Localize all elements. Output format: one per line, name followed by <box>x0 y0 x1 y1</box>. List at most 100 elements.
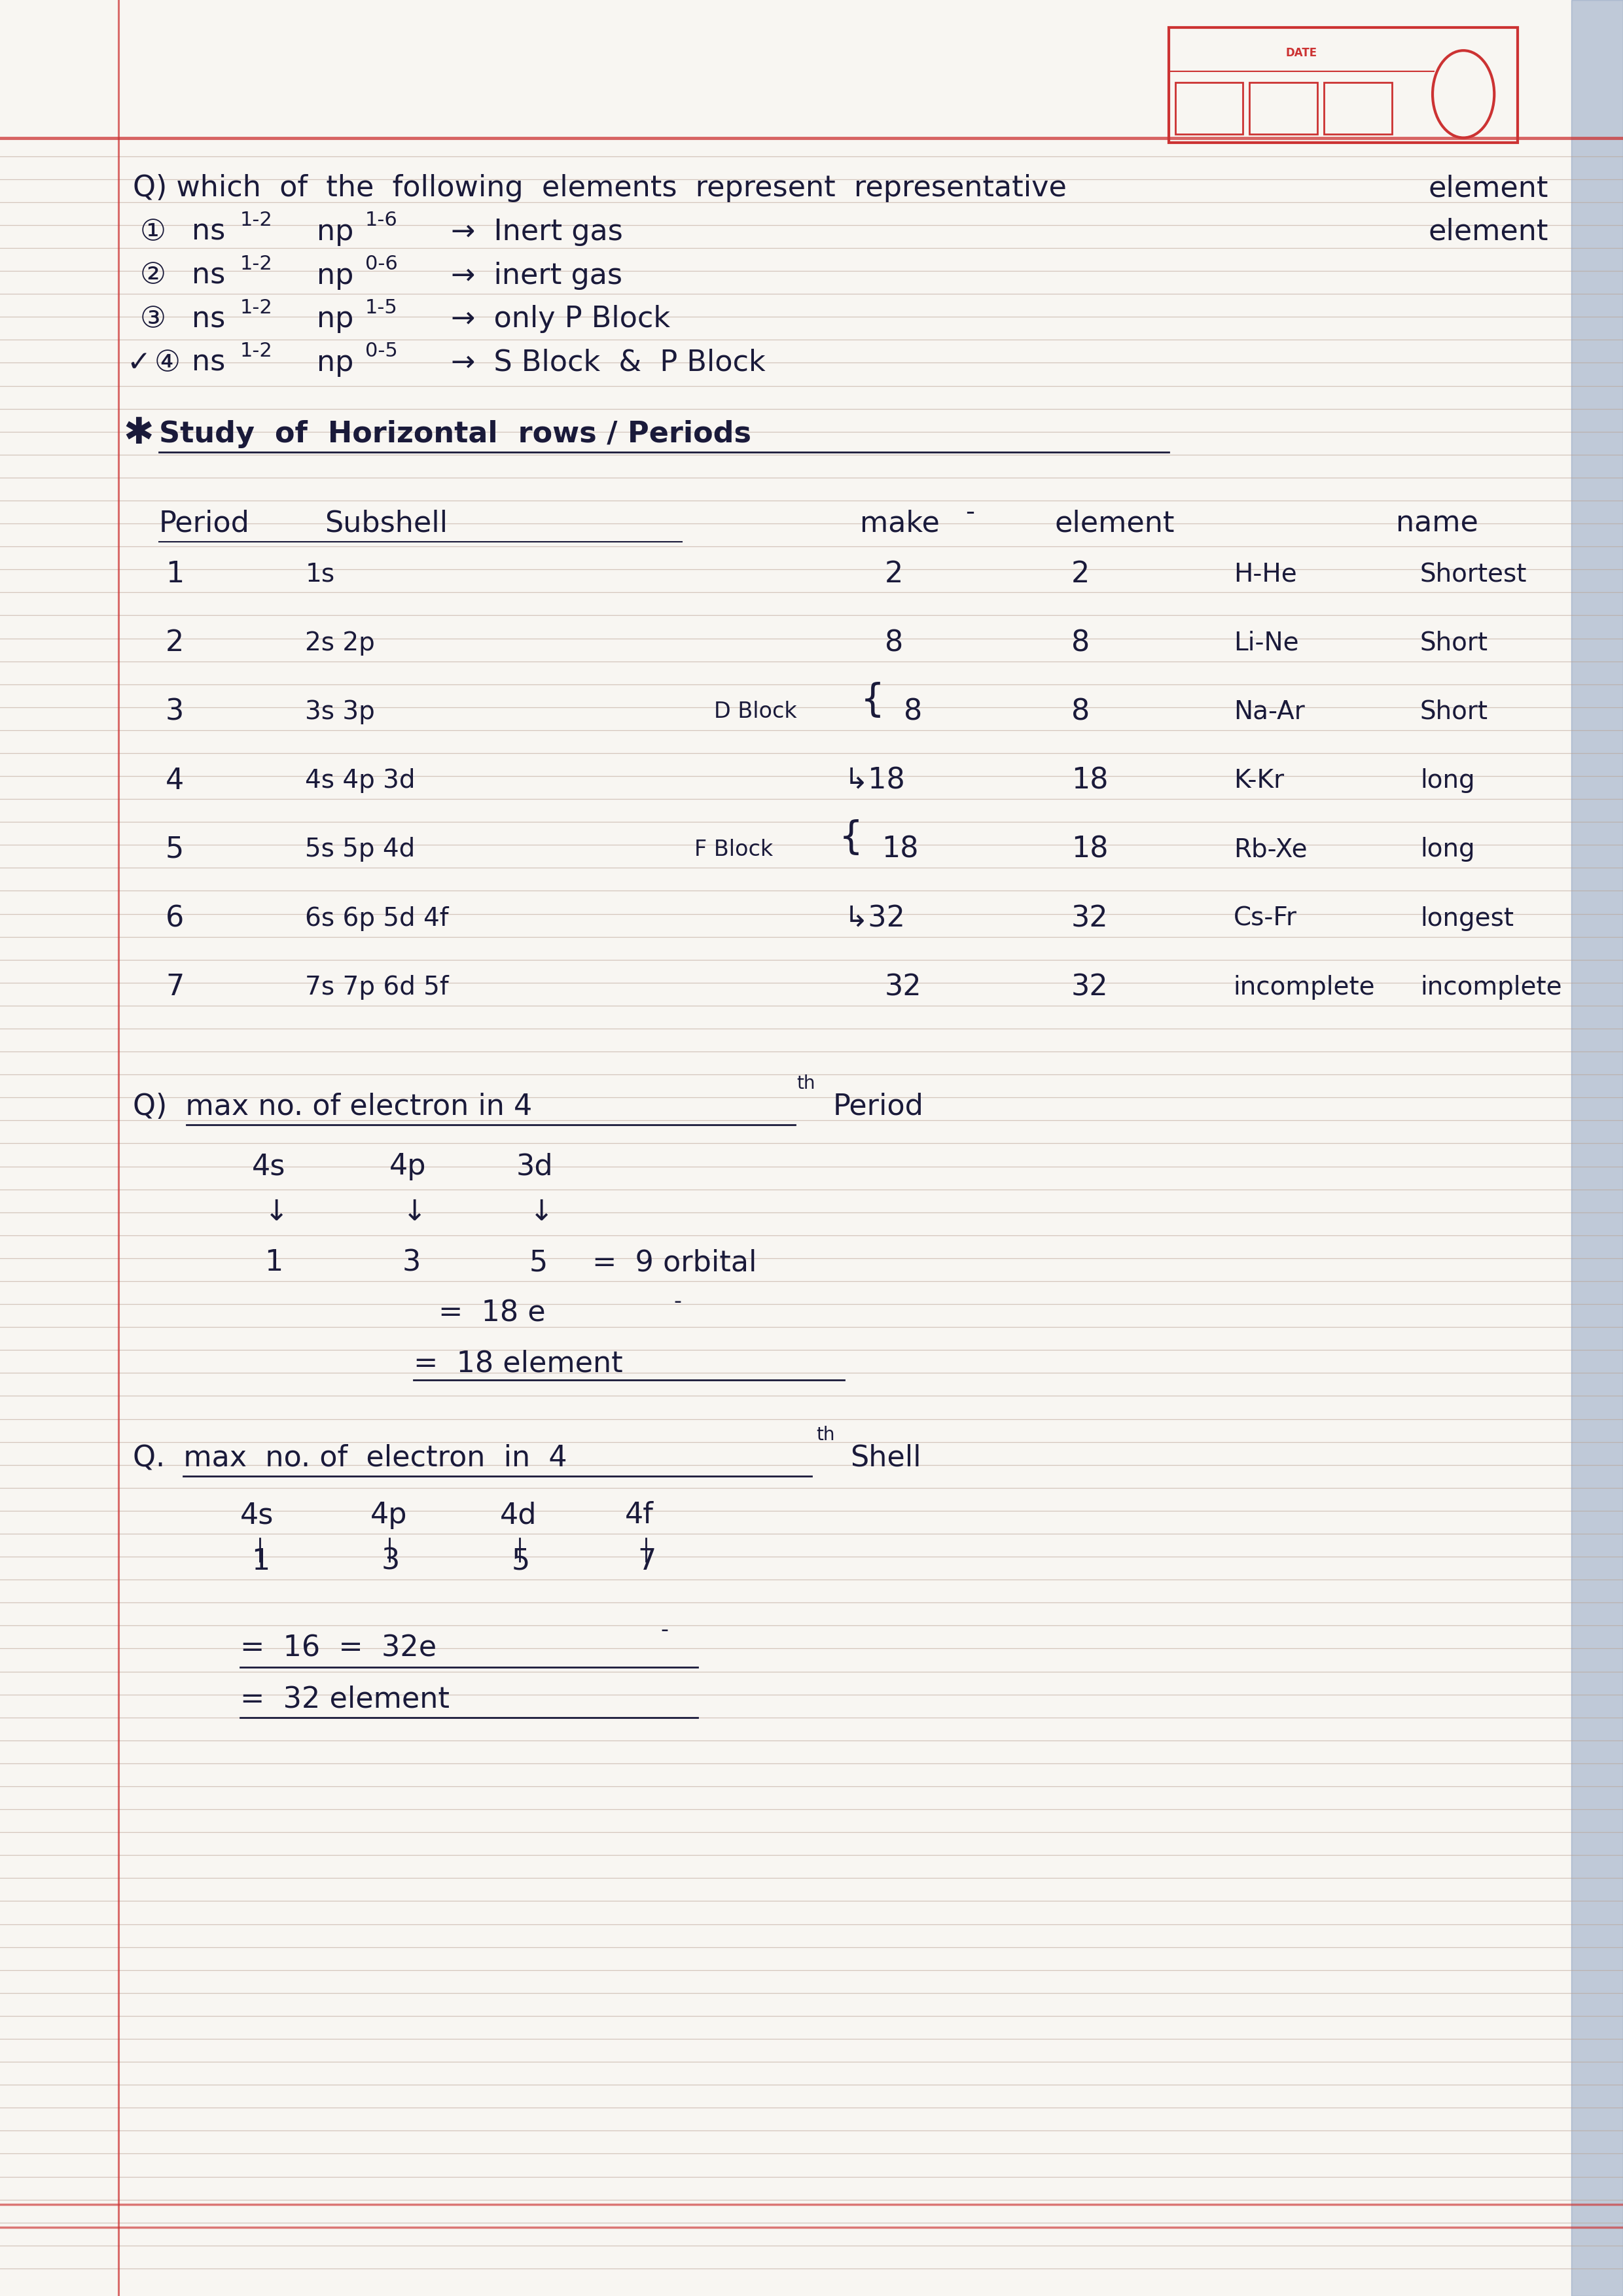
Text: 3: 3 <box>403 1249 420 1277</box>
Text: Shell: Shell <box>850 1444 922 1472</box>
Text: →  S Block  &  P Block: → S Block & P Block <box>451 349 766 377</box>
Text: 18: 18 <box>1071 767 1109 794</box>
Text: Rb-Xe: Rb-Xe <box>1233 838 1307 861</box>
Text: 32: 32 <box>885 974 922 1001</box>
Text: Period: Period <box>833 1093 923 1120</box>
Text: 18: 18 <box>1071 836 1109 863</box>
Text: 8: 8 <box>904 698 922 726</box>
Text: 1-6: 1-6 <box>365 211 398 230</box>
Text: Short: Short <box>1420 631 1488 654</box>
Text: 4s: 4s <box>240 1502 274 1529</box>
Text: -: - <box>966 501 975 523</box>
Text: 2: 2 <box>885 560 902 588</box>
Text: 4f: 4f <box>625 1502 654 1529</box>
Text: 5: 5 <box>511 1548 529 1575</box>
Text: Period: Period <box>159 510 250 537</box>
Text: Shortest: Shortest <box>1420 563 1527 585</box>
Text: th: th <box>797 1075 815 1093</box>
Text: =  16  =  32e: = 16 = 32e <box>240 1635 437 1662</box>
Text: 3: 3 <box>381 1548 399 1575</box>
Text: 3s 3p: 3s 3p <box>305 700 375 723</box>
Text: make: make <box>860 510 940 537</box>
Text: K-Kr: K-Kr <box>1233 769 1284 792</box>
Text: 3d: 3d <box>516 1153 553 1180</box>
Text: 7s 7p 6d 5f: 7s 7p 6d 5f <box>305 976 450 999</box>
Text: F Block: F Block <box>695 838 773 861</box>
Text: ↳18: ↳18 <box>844 767 906 794</box>
Text: long: long <box>1420 769 1475 792</box>
Text: →  Inert gas: → Inert gas <box>451 218 623 246</box>
Text: Q) which  of  the  following  elements  represent  representative: Q) which of the following elements repre… <box>133 174 1066 202</box>
Text: 18: 18 <box>881 836 919 863</box>
Text: 8: 8 <box>885 629 902 657</box>
Text: np: np <box>316 218 354 246</box>
Text: element: element <box>1055 510 1175 537</box>
Text: 1: 1 <box>252 1548 269 1575</box>
Text: 0-6: 0-6 <box>365 255 398 273</box>
Text: 7: 7 <box>166 974 183 1001</box>
Text: ②: ② <box>140 262 166 289</box>
Text: 1-5: 1-5 <box>365 298 398 317</box>
Text: Short: Short <box>1420 700 1488 723</box>
Text: 5s 5p 4d: 5s 5p 4d <box>305 838 415 861</box>
Text: Li-Ne: Li-Ne <box>1233 631 1298 654</box>
Text: ns: ns <box>192 218 226 246</box>
Text: =  32 element: = 32 element <box>240 1685 450 1713</box>
Text: 1-2: 1-2 <box>240 342 273 360</box>
Text: Study  of  Horizontal  rows / Periods: Study of Horizontal rows / Periods <box>159 420 751 448</box>
Text: ns: ns <box>192 305 226 333</box>
Text: 1-2: 1-2 <box>240 255 273 273</box>
Text: =  9 orbital: = 9 orbital <box>592 1249 756 1277</box>
Text: 3: 3 <box>166 698 183 726</box>
Text: →  inert gas: → inert gas <box>451 262 623 289</box>
Text: ✱: ✱ <box>123 416 154 452</box>
Text: =  18 e: = 18 e <box>438 1300 545 1327</box>
Text: Q)  max no. of electron in 4: Q) max no. of electron in 4 <box>133 1093 532 1120</box>
Text: ①: ① <box>140 218 166 246</box>
Bar <box>1175 83 1243 133</box>
Text: 1s: 1s <box>305 563 334 585</box>
Text: name: name <box>1396 510 1479 537</box>
Text: np: np <box>316 305 354 333</box>
Text: ④: ④ <box>154 349 180 377</box>
Text: Subshell: Subshell <box>325 510 448 537</box>
Text: 2s 2p: 2s 2p <box>305 631 375 654</box>
Text: 8: 8 <box>1071 629 1089 657</box>
Text: element: element <box>1428 218 1548 246</box>
Text: np: np <box>316 262 354 289</box>
Text: incomplete: incomplete <box>1420 976 1561 999</box>
Text: DATE: DATE <box>1285 46 1316 60</box>
Text: np: np <box>316 349 354 377</box>
Bar <box>1250 83 1318 133</box>
Text: ③: ③ <box>140 305 166 333</box>
Text: =  18 element: = 18 element <box>414 1350 623 1378</box>
Text: 6s 6p 5d 4f: 6s 6p 5d 4f <box>305 907 450 930</box>
Text: 5: 5 <box>166 836 183 863</box>
Text: longest: longest <box>1420 907 1514 930</box>
Text: long: long <box>1420 838 1475 861</box>
Text: H-He: H-He <box>1233 563 1297 585</box>
Text: 1: 1 <box>166 560 183 588</box>
Text: -: - <box>661 1619 669 1642</box>
Text: 32: 32 <box>1071 974 1109 1001</box>
Text: th: th <box>816 1426 834 1444</box>
Text: Na-Ar: Na-Ar <box>1233 700 1305 723</box>
Text: 2: 2 <box>1071 560 1089 588</box>
Text: 7: 7 <box>638 1548 656 1575</box>
Text: ↳32: ↳32 <box>844 905 906 932</box>
Text: ns: ns <box>192 349 226 377</box>
Text: 0-5: 0-5 <box>365 342 398 360</box>
Text: 1: 1 <box>265 1249 282 1277</box>
Text: 2: 2 <box>166 629 183 657</box>
Text: 4p: 4p <box>390 1153 427 1180</box>
Text: 8: 8 <box>1071 698 1089 726</box>
Text: D Block: D Block <box>714 700 797 723</box>
Text: 4d: 4d <box>500 1502 537 1529</box>
Text: {: { <box>839 820 863 856</box>
Text: 1-2: 1-2 <box>240 298 273 317</box>
Bar <box>1324 83 1393 133</box>
Text: incomplete: incomplete <box>1233 976 1375 999</box>
Text: ↓: ↓ <box>265 1199 289 1226</box>
Text: {: { <box>860 682 885 719</box>
Text: 1-2: 1-2 <box>240 211 273 230</box>
